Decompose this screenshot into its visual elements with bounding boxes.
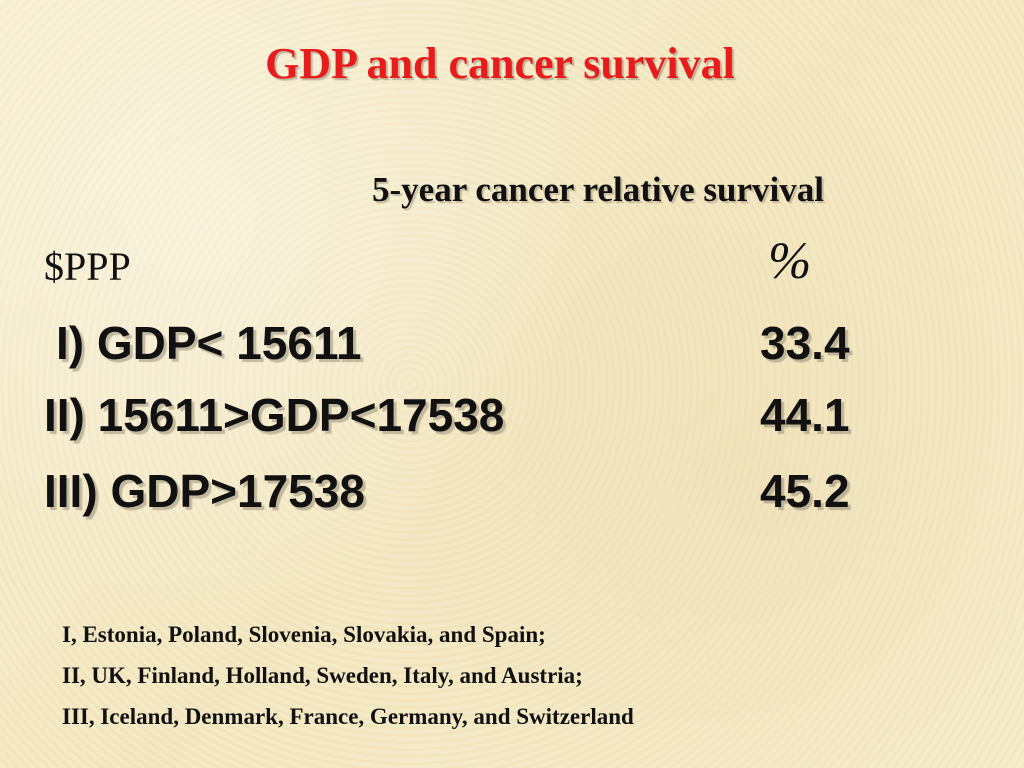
- row-value: 44.1: [760, 389, 850, 441]
- footnote-group-1: I, Estonia, Poland, Slovenia, Slovakia, …: [62, 622, 546, 647]
- footnotes: I, Estonia, Poland, Slovenia, Slovakia, …: [62, 614, 634, 737]
- survival-column-header: 5-year cancer relative survival: [372, 170, 824, 209]
- data-row-group-1: I) GDP< 15611 33.4: [0, 316, 1000, 378]
- slide-title: GDP and cancer survival: [265, 39, 735, 88]
- data-row-group-3: III) GDP>17538 45.2: [0, 464, 1000, 526]
- footnote-group-3: III, Iceland, Denmark, France, Germany, …: [62, 704, 634, 729]
- gdp-unit-label: $PPP: [44, 244, 131, 289]
- row-value: 33.4: [760, 317, 850, 369]
- data-row-group-2: II) 15611>GDP<17538 44.1: [0, 388, 1000, 450]
- row-label: II) 15611>GDP<17538: [44, 389, 505, 441]
- row-label: III) GDP>17538: [44, 465, 365, 517]
- footnote-group-2: II, UK, Finland, Holland, Sweden, Italy,…: [62, 663, 583, 688]
- row-label: I) GDP< 15611: [56, 317, 362, 369]
- row-value: 45.2: [760, 465, 850, 517]
- percent-unit-label: %: [768, 233, 812, 290]
